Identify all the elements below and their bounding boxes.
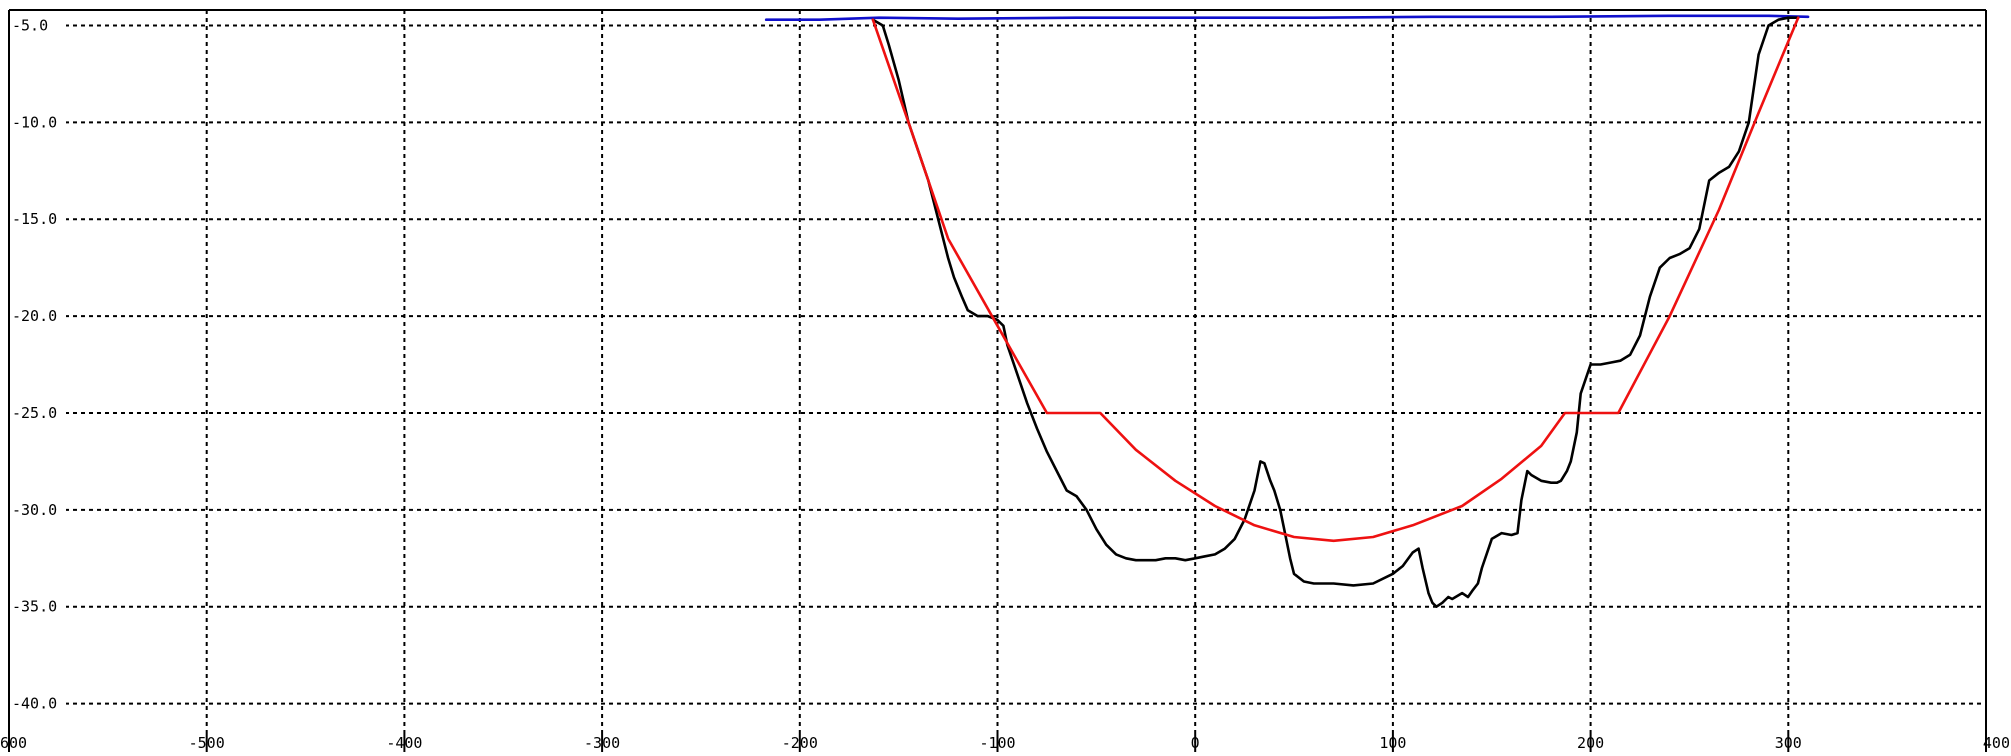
y-tick-label: -30.0	[12, 501, 57, 519]
x-tick-label: 200	[1577, 734, 1604, 752]
y-tick-label-bg	[10, 597, 66, 616]
series-line-3	[871, 16, 1800, 543]
y-tick-label: -25.0	[12, 404, 57, 422]
x-tick-label: 300	[1775, 734, 1802, 752]
y-tick-label: -20.0	[12, 307, 57, 325]
y-tick-label-bg	[10, 113, 66, 132]
series-line-1	[764, 14, 1810, 22]
tick-labels: -5.0 -10.0 -15.0 -20.0 -25.0 -30.0 -35.0 -40.0 -…	[0, 16, 2010, 752]
x-tick-label: 100	[1379, 734, 1406, 752]
y-tick-label-bg	[10, 694, 66, 713]
x-tick-label: 400	[1983, 734, 2010, 752]
y-tick-label: -40.0	[12, 695, 57, 713]
y-tick-label-bg	[10, 210, 66, 229]
x-tick-label: -400	[386, 734, 422, 752]
grid	[9, 10, 1986, 752]
x-tick-label: -600	[0, 734, 27, 752]
y-tick-label: -35.0	[12, 598, 57, 616]
x-tick-label: -300	[584, 734, 620, 752]
y-tick-label-bg	[10, 500, 66, 519]
y-tick-label-bg	[10, 403, 66, 422]
x-tick-label: 0	[1191, 734, 1200, 752]
series-group	[764, 14, 1810, 609]
x-tick-label: -100	[979, 734, 1015, 752]
y-tick-label-bg	[10, 307, 66, 326]
y-tick-label-bg	[10, 16, 66, 35]
plot-frame	[8, 9, 1987, 752]
x-tick-label-bg	[0, 733, 30, 751]
x-tick-label: -500	[189, 734, 225, 752]
y-tick-label: -10.0	[12, 113, 57, 131]
y-tick-label: -5.0	[12, 16, 48, 34]
y-tick-label: -15.0	[12, 210, 57, 228]
x-tick-label: -200	[782, 734, 818, 752]
series-line-2	[871, 16, 1800, 609]
